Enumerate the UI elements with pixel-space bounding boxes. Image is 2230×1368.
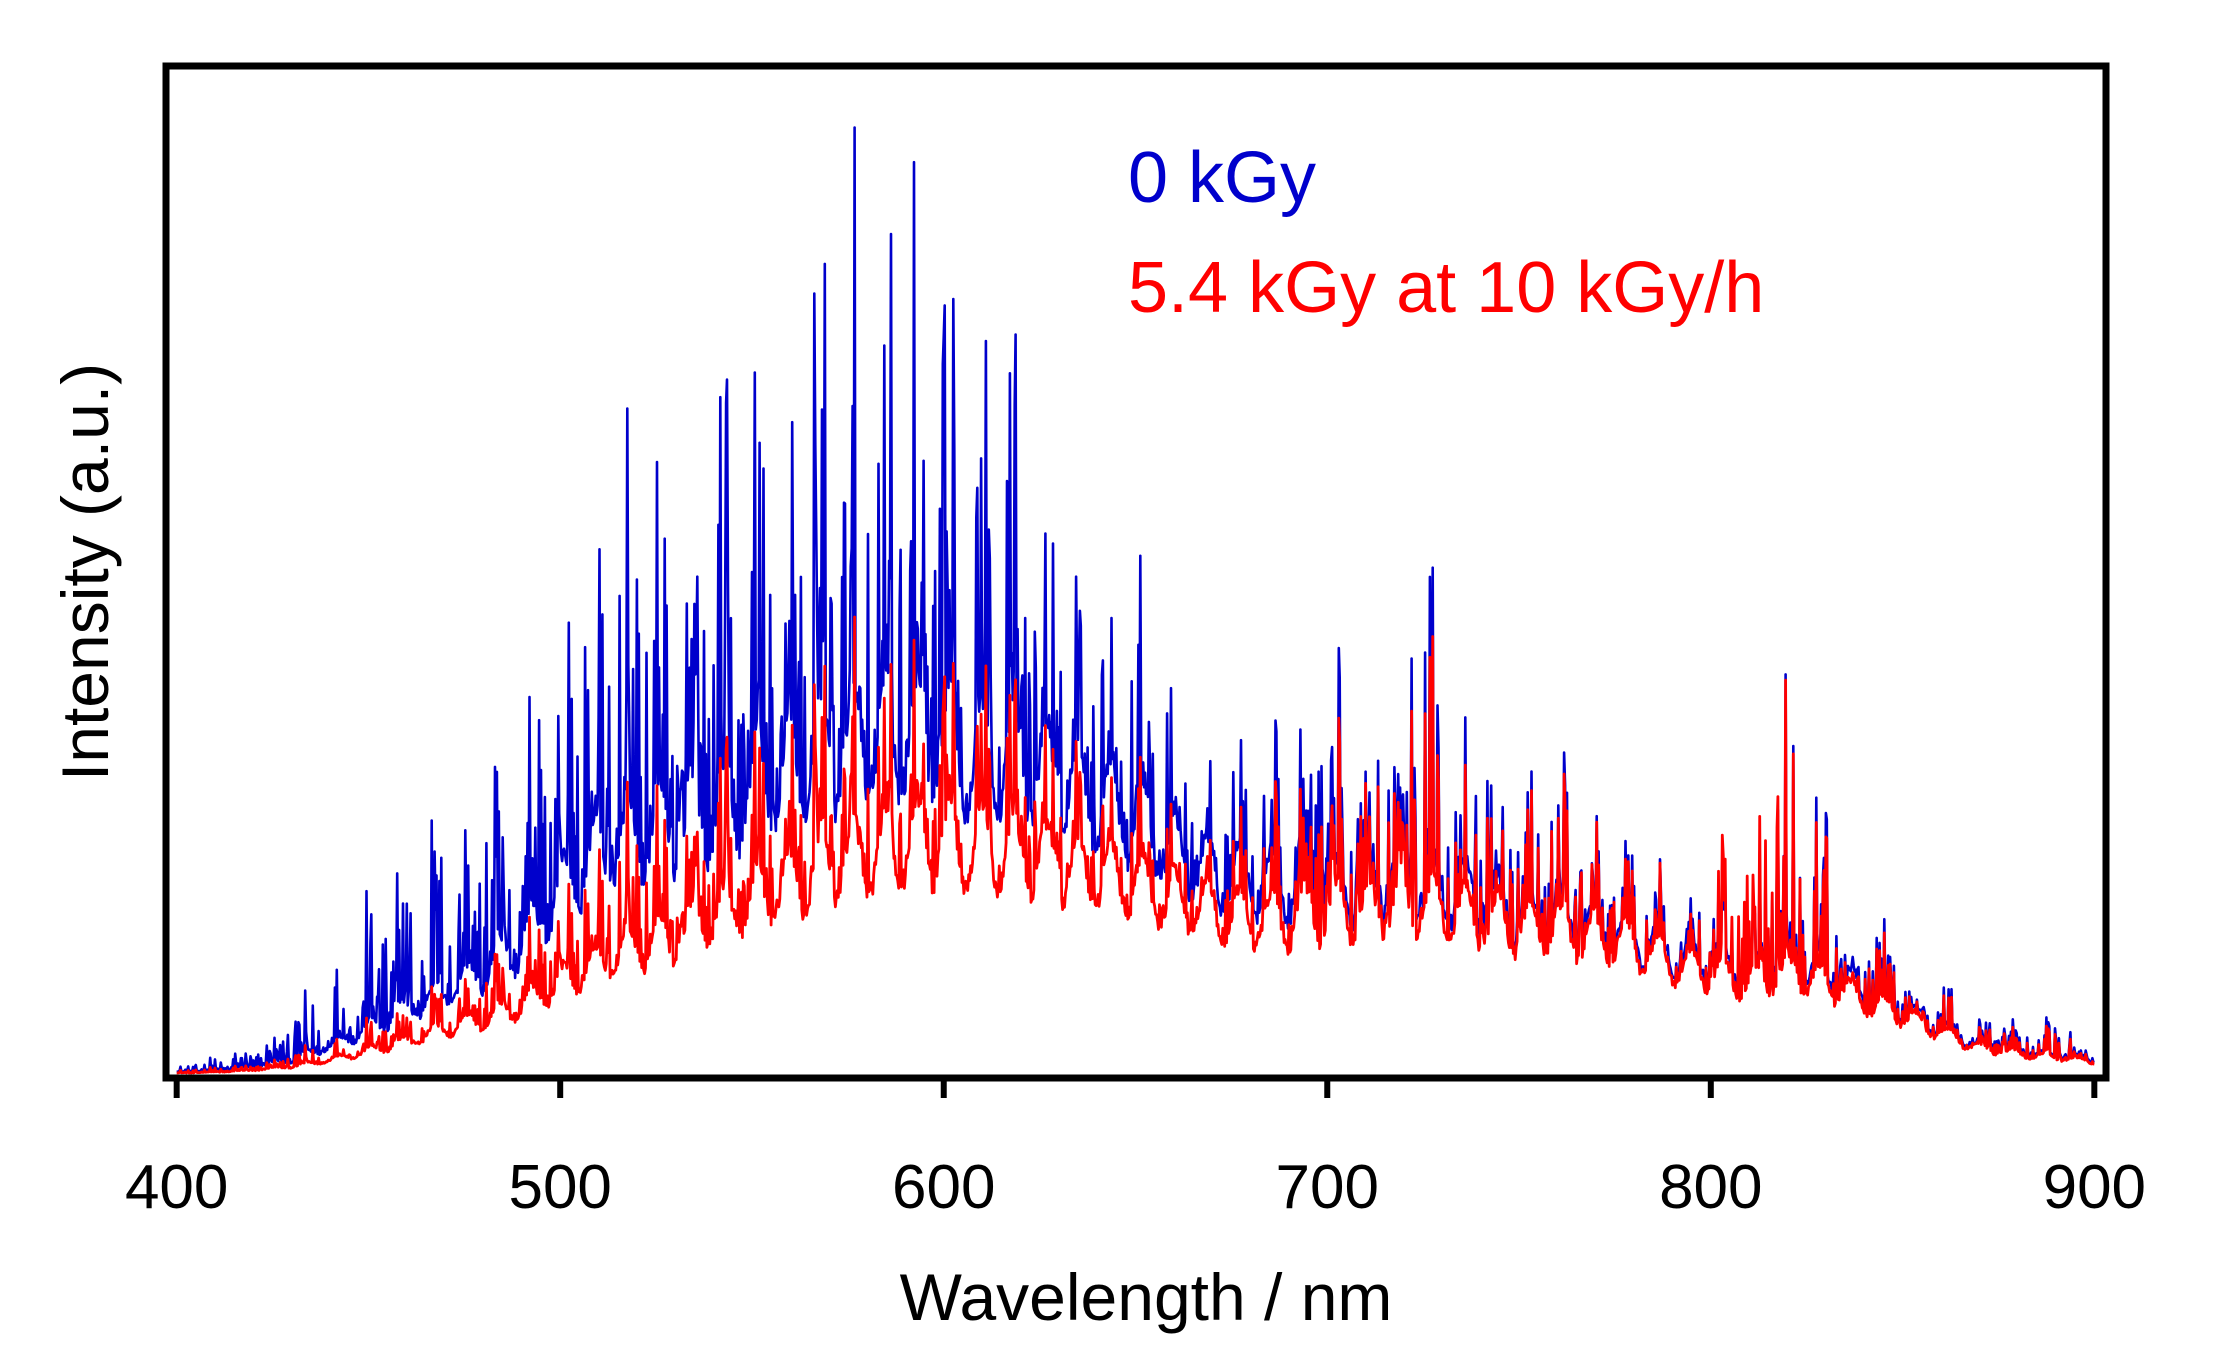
legend-entry-0-kgy: 0 kGy xyxy=(1128,138,1316,218)
y-axis-label: Intensity (a.u.) xyxy=(48,363,122,781)
x-tick-label-900: 900 xyxy=(2043,1153,2146,1222)
x-tick-label-400: 400 xyxy=(125,1153,228,1222)
series-layer xyxy=(176,126,2095,1075)
x-tick-label-700: 700 xyxy=(1276,1153,1379,1222)
x-tick-label-800: 800 xyxy=(1659,1153,1762,1222)
x-axis-label: Wavelength / nm xyxy=(900,1260,1393,1334)
legend-entry-5-4-kgy: 5.4 kGy at 10 kGy/h xyxy=(1128,248,1764,328)
series-line-5-4-kgy xyxy=(176,615,2095,1075)
x-tick-label-600: 600 xyxy=(892,1153,995,1222)
x-axis-ticks: 400 500 600 700 800 900 xyxy=(125,1078,2146,1222)
plot-frame xyxy=(162,62,2110,1082)
x-tick-label-500: 500 xyxy=(508,1153,611,1222)
series-line-0-kgy xyxy=(176,126,2095,1074)
